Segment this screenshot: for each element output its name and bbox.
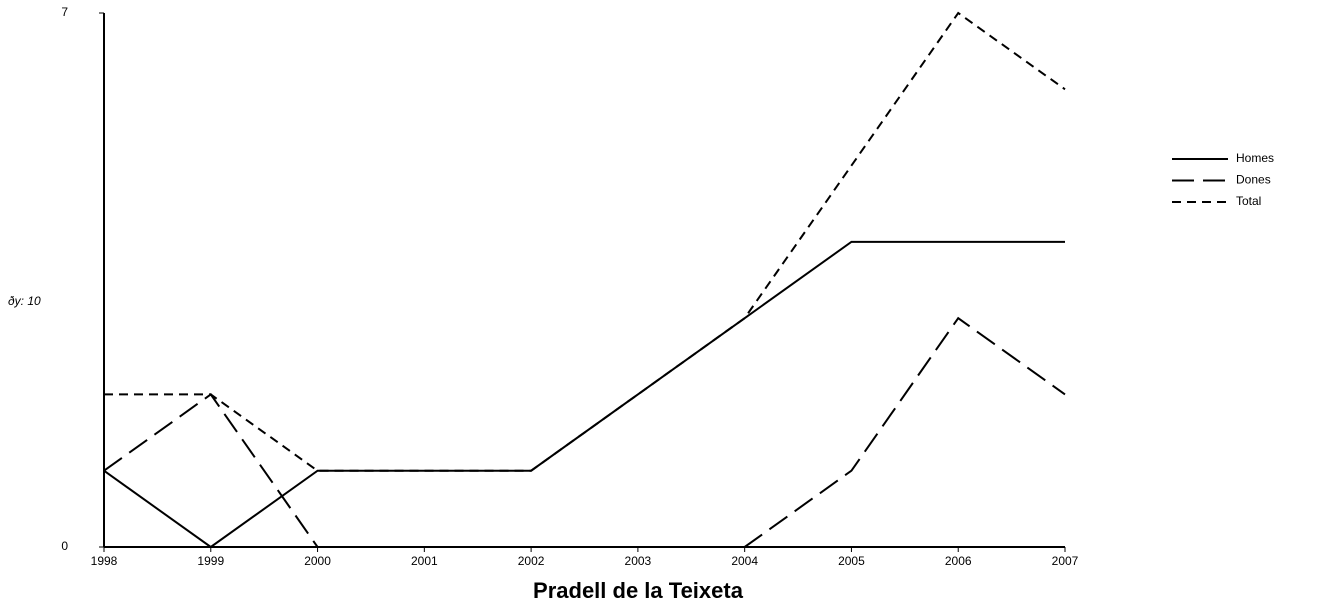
- legend-label: Total: [1236, 194, 1261, 208]
- series-line: [104, 11, 1066, 472]
- x-tick-label: 2005: [838, 554, 865, 568]
- series-line: [103, 240, 1065, 549]
- x-tick-label: 2004: [731, 554, 758, 568]
- y-tick-label: 7: [61, 5, 68, 19]
- x-tick-label: 2001: [411, 554, 438, 568]
- y-tick-label: 0: [61, 539, 68, 553]
- x-tick-label: 1999: [197, 554, 224, 568]
- x-tick-label: 2000: [304, 554, 331, 568]
- series-line: [103, 316, 1066, 548]
- x-tick-label: 2002: [518, 554, 545, 568]
- x-tick-label: 2007: [1052, 554, 1079, 568]
- legend-label: Dones: [1236, 173, 1271, 187]
- x-tick-label: 2006: [945, 554, 972, 568]
- y-axis-label: ðy: 10: [8, 294, 41, 308]
- chart-title: Pradell de la Teixeta: [533, 578, 744, 603]
- legend-label: Homes: [1236, 151, 1274, 165]
- x-tick-label: 1998: [91, 554, 118, 568]
- x-tick-label: 2003: [625, 554, 652, 568]
